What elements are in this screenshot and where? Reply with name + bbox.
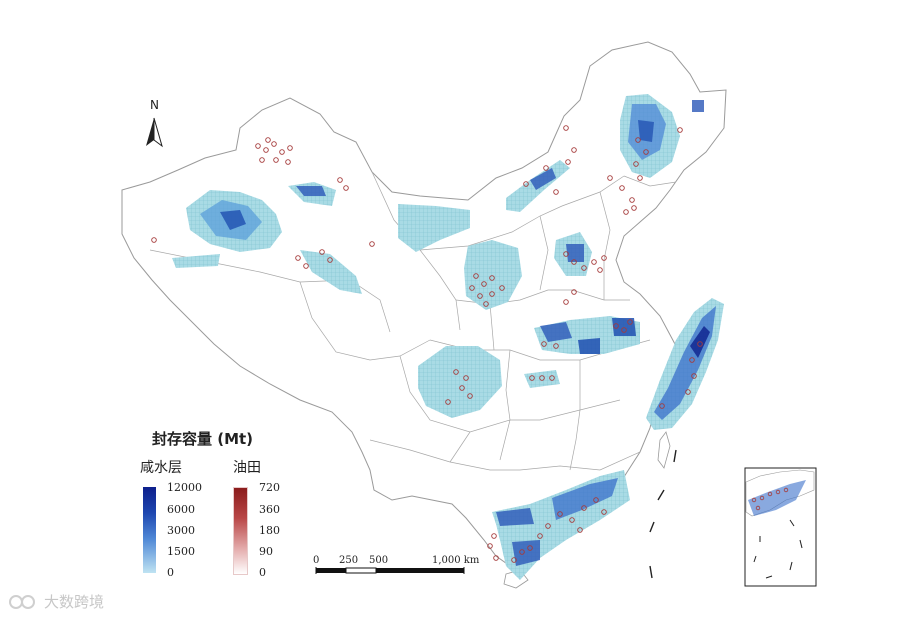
- oil-tick: 360: [259, 503, 280, 516]
- saline-area-ordos-north: [398, 204, 470, 252]
- saline-tick: 12000: [167, 481, 202, 494]
- saline-area-tarim-strip: [172, 254, 220, 268]
- south-china-sea-inset: [744, 467, 817, 587]
- saline-tick: 0: [167, 566, 174, 579]
- scale-bar: [315, 567, 465, 574]
- saline-area-jianghan: [524, 370, 560, 388]
- china-outline: [121, 41, 727, 567]
- scale-label: 0: [313, 555, 320, 566]
- north-label: N: [150, 98, 159, 112]
- north-arrow: [146, 117, 163, 148]
- oil-field-markers: [151, 125, 703, 563]
- watermark-logo-icon: [9, 595, 35, 609]
- saline-tick: 1500: [167, 545, 195, 558]
- saline-tick: 3000: [167, 524, 195, 537]
- oil-tick: 0: [259, 566, 266, 579]
- saline-area-ordos: [464, 240, 522, 310]
- legend-title: 封存容量 (Mt): [152, 430, 254, 448]
- legend-saline-label: 咸水层: [140, 460, 182, 476]
- oil-tick: 90: [259, 545, 273, 558]
- boundary-dashes: [649, 449, 677, 579]
- scale-label: 500: [369, 555, 389, 566]
- taiwan-island: [657, 431, 671, 469]
- legend-oil-label: 油田: [233, 460, 261, 476]
- oil-tick: 720: [259, 481, 280, 494]
- oil-color-bar: [233, 487, 248, 575]
- saline-color-bar: [143, 487, 156, 573]
- saline-aquifer-areas: [172, 94, 724, 580]
- oil-tick: 180: [259, 524, 280, 537]
- watermark-text: 大数跨境: [44, 593, 105, 611]
- saline-area-sichuan: [418, 346, 502, 418]
- scale-label: 250: [339, 555, 359, 566]
- scale-label: 1,000 km: [432, 555, 480, 566]
- saline-area-qaidam: [300, 250, 362, 294]
- saline-tick: 6000: [167, 503, 195, 516]
- saline-area-ne-small: [692, 100, 704, 112]
